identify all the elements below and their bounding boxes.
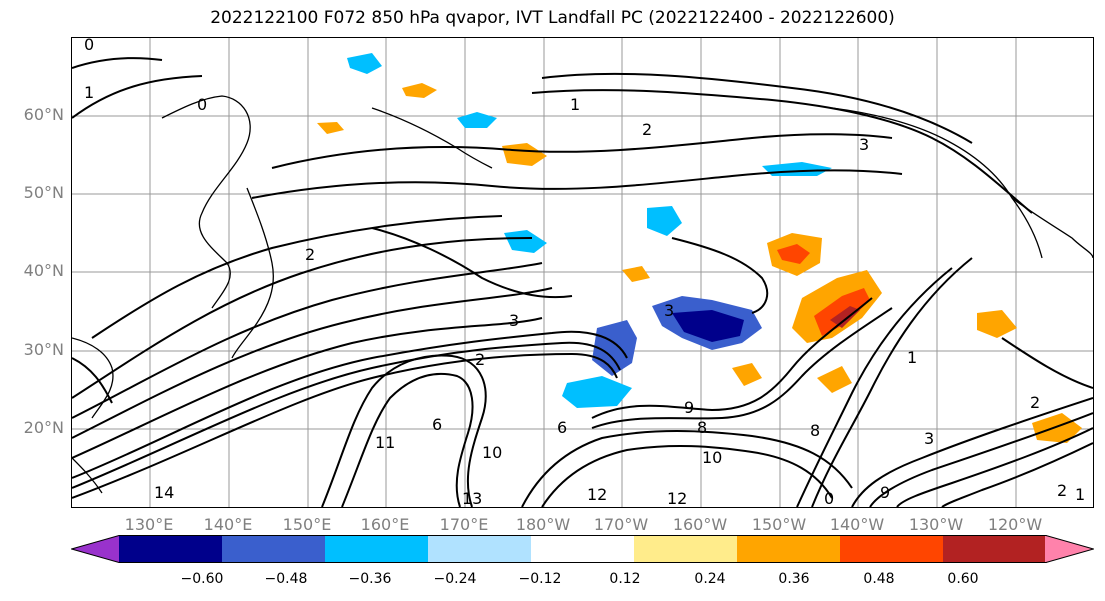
contour-label: 2: [642, 120, 652, 139]
contour-label-group: 0 0 1 2 3 2 3 2 3 1 6 11 10 12 13 14 12 …: [84, 38, 1085, 507]
contour-label: 3: [924, 429, 934, 448]
colorbar-cell: [531, 535, 635, 563]
map-canvas: 0 0 1 2 3 2 3 2 3 1 6 11 10 12 13 14 12 …: [72, 38, 1093, 507]
contour-label: 1: [570, 95, 580, 114]
contour-label: 1: [1075, 485, 1085, 504]
ivt-contours: [72, 57, 1093, 507]
contour-label: 13: [462, 489, 482, 507]
contour-label: 3: [859, 135, 869, 154]
colorbar-cell: [222, 535, 326, 563]
lat-label-40n: 40°N: [23, 261, 64, 280]
colorbar-tick-label: 0.12: [609, 571, 641, 587]
contour-label: 6: [432, 415, 442, 434]
lon-label: 180°W: [515, 515, 571, 534]
colorbar-extend-low: [71, 535, 120, 563]
colorbar-tick-label: −0.12: [518, 571, 562, 587]
contour-label: 11: [375, 433, 395, 452]
colorbar-tick-label: 0.24: [694, 571, 726, 587]
contour-label: 1: [907, 348, 917, 367]
colorbar-tick-label: 0.60: [947, 571, 979, 587]
lat-label-60n: 60°N: [23, 105, 64, 124]
contour-label: 6: [557, 418, 567, 437]
colorbar-tick-label: −0.36: [348, 571, 392, 587]
lon-label: 140°E: [203, 515, 253, 534]
contour-label: 8: [697, 418, 707, 437]
colorbar-cell: [428, 535, 532, 563]
map-title: 2022122100 F072 850 hPa qvapor, IVT Land…: [210, 8, 895, 28]
lon-label: 150°W: [751, 515, 807, 534]
contour-label: 12: [667, 489, 687, 507]
colorbar-outline: [71, 535, 1094, 563]
shaded-anomalies: [317, 53, 1082, 443]
colorbar-extend-high: [1045, 535, 1094, 563]
contour-label: 2: [305, 245, 315, 264]
lon-label: 160°E: [360, 515, 410, 534]
colorbar-tick-label: 0.36: [778, 571, 810, 587]
lon-label: 160°W: [672, 515, 728, 534]
colorbar-cell: [943, 535, 1047, 563]
colorbar-tick-label: −0.24: [433, 571, 477, 587]
lon-label: 140°W: [829, 515, 885, 534]
contour-label: 9: [880, 483, 890, 502]
colorbar-cell: [325, 535, 429, 563]
colorbar-cell: [119, 535, 223, 563]
contour-label: 1: [84, 83, 94, 102]
contour-label: 10: [702, 448, 722, 467]
contour-label: 0: [197, 95, 207, 114]
graticule: [72, 38, 1093, 507]
colorbar-cells: [71, 535, 1094, 563]
lon-label: 120°W: [987, 515, 1043, 534]
contour-label: 3: [509, 311, 519, 330]
contour-label: 2: [1057, 481, 1067, 500]
colorbar-tick-label: 0.48: [863, 571, 895, 587]
lat-label-20n: 20°N: [23, 418, 64, 437]
contour-label: 0: [84, 38, 94, 54]
colorbar-tick-label: −0.48: [264, 571, 308, 587]
coastlines: [72, 95, 1093, 494]
lon-label: 150°E: [282, 515, 332, 534]
contour-label: 9: [684, 398, 694, 417]
contour-label: 10: [482, 443, 502, 462]
colorbar: [71, 535, 1094, 563]
contour-label: 0: [824, 489, 834, 507]
lon-label: 130°E: [124, 515, 174, 534]
contour-label: 2: [475, 350, 485, 369]
contour-label: 2: [1030, 393, 1040, 412]
colorbar-cell: [634, 535, 738, 563]
lat-label-50n: 50°N: [23, 183, 64, 202]
map-panel: 0 0 1 2 3 2 3 2 3 1 6 11 10 12 13 14 12 …: [71, 37, 1094, 508]
colorbar-tick-label: −0.60: [180, 571, 224, 587]
lon-label: 170°W: [593, 515, 649, 534]
contour-label: 14: [154, 483, 174, 502]
contour-label: 8: [810, 421, 820, 440]
lat-label-30n: 30°N: [23, 340, 64, 359]
contour-label: 3: [664, 301, 674, 320]
contour-label: 12: [587, 485, 607, 504]
colorbar-cell: [737, 535, 841, 563]
lon-label: 130°W: [908, 515, 964, 534]
lon-label: 170°E: [439, 515, 489, 534]
colorbar-cell: [840, 535, 944, 563]
